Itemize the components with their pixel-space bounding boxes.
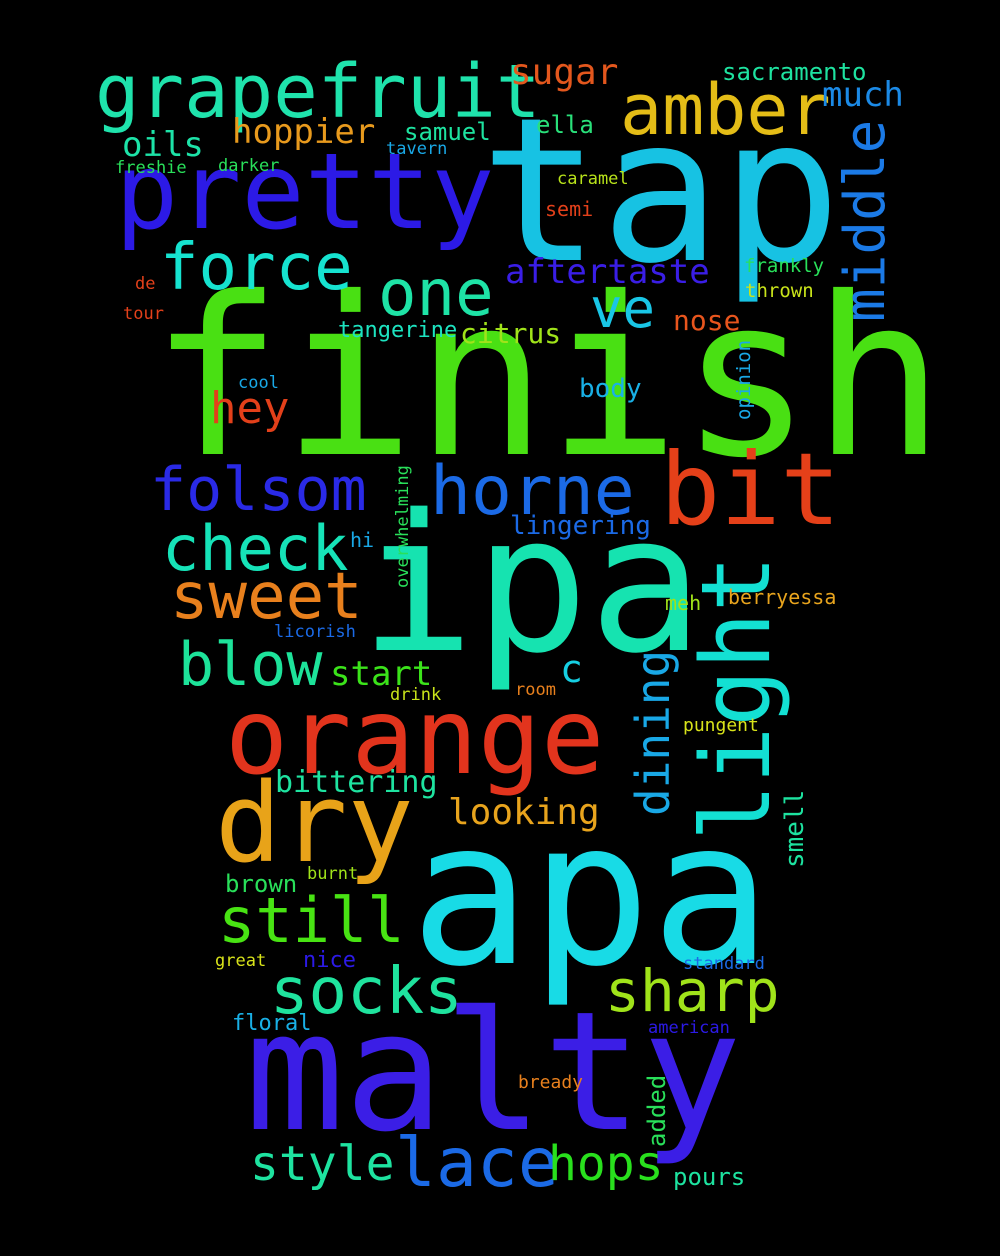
word-finish: finish [150,250,945,506]
word-oils: oils [122,125,204,165]
word-ve: ve [590,277,656,340]
word-pretty: pretty [115,131,495,253]
word-body: body [579,374,642,404]
word-dry: dry [215,759,414,887]
word-lace: lace [395,1124,559,1203]
word-bittering: bittering [275,765,438,800]
word-de: de [135,274,156,294]
word-sharp: sharp [605,957,780,1025]
word-hoppier: hoppier [232,112,376,152]
word-freshie: freshie [115,158,187,178]
word-tap: tap [480,75,842,308]
word-darker: darker [218,156,280,176]
word-cool: cool [238,373,279,393]
word-start: start [330,654,433,694]
word-pours: pours [673,1163,746,1191]
word-blow: blow [178,630,323,700]
word-bit: bit [660,431,841,548]
word-socks: socks [270,955,463,1029]
word-nice: nice [303,948,356,973]
word-malty: malty [245,976,742,1168]
word-pungent: pungent [683,715,759,736]
word-brown: brown [225,870,298,898]
word-much: much [822,75,904,115]
word-orange: orange [225,676,605,798]
word-hi: hi [350,528,375,552]
word-apa: apa [410,778,772,1011]
word-berryessa: berryessa [728,585,837,609]
word-semi: semi [545,197,594,221]
word-licorish: licorish [274,622,356,642]
word-floral: floral [232,1011,312,1036]
word-still: still [218,884,405,957]
word-c: c [560,647,583,691]
word-force: force [160,231,353,305]
word-sacramento: sacramento [722,58,867,86]
word-thrown: thrown [745,280,814,302]
word-hey: hey [210,383,290,434]
word-horne: horne [430,452,635,531]
word-one: one [378,257,494,331]
word-dining: dining [626,649,680,816]
word-caramel: caramel [557,169,629,189]
word-looking: looking [448,792,600,833]
word-folsom: folsom [150,455,367,525]
word-amber: amber [620,69,831,151]
word-american: american [648,1018,730,1038]
word-room: room [515,680,556,700]
word-nose: nose [673,304,741,337]
word-bready: bready [518,1072,584,1093]
word-sugar: sugar [510,52,619,93]
word-grapefruit: grapefruit [95,49,541,135]
word-check: check [162,512,349,585]
word-smell: smell [780,789,810,868]
word-drink: drink [390,685,442,705]
word-tangerine: tangerine [338,318,458,343]
word-aftertaste: aftertaste [505,252,710,292]
word-burnt: burnt [307,864,359,884]
word-middle: middle [833,119,898,322]
word-lingering: lingering [510,511,651,541]
word-opinion: opinion [733,339,755,420]
word-sweet: sweet [170,560,363,634]
word-great: great [215,951,267,971]
word-hops: hops [548,1136,664,1192]
word-frankly: frankly [744,255,825,277]
word-samuel: samuel [404,118,491,146]
word-ella: ella [536,111,594,139]
word-standard: standard [683,954,765,974]
word-tour: tour [123,304,164,324]
word-citrus: citrus [460,317,562,350]
word-added: added [643,1074,671,1147]
word-ipa: ipa [360,474,704,695]
word-overwhelming: overwhelming [393,465,413,588]
word-meh: meh [665,591,702,615]
word-style: style [250,1136,395,1192]
word-tavern: tavern [386,139,448,159]
